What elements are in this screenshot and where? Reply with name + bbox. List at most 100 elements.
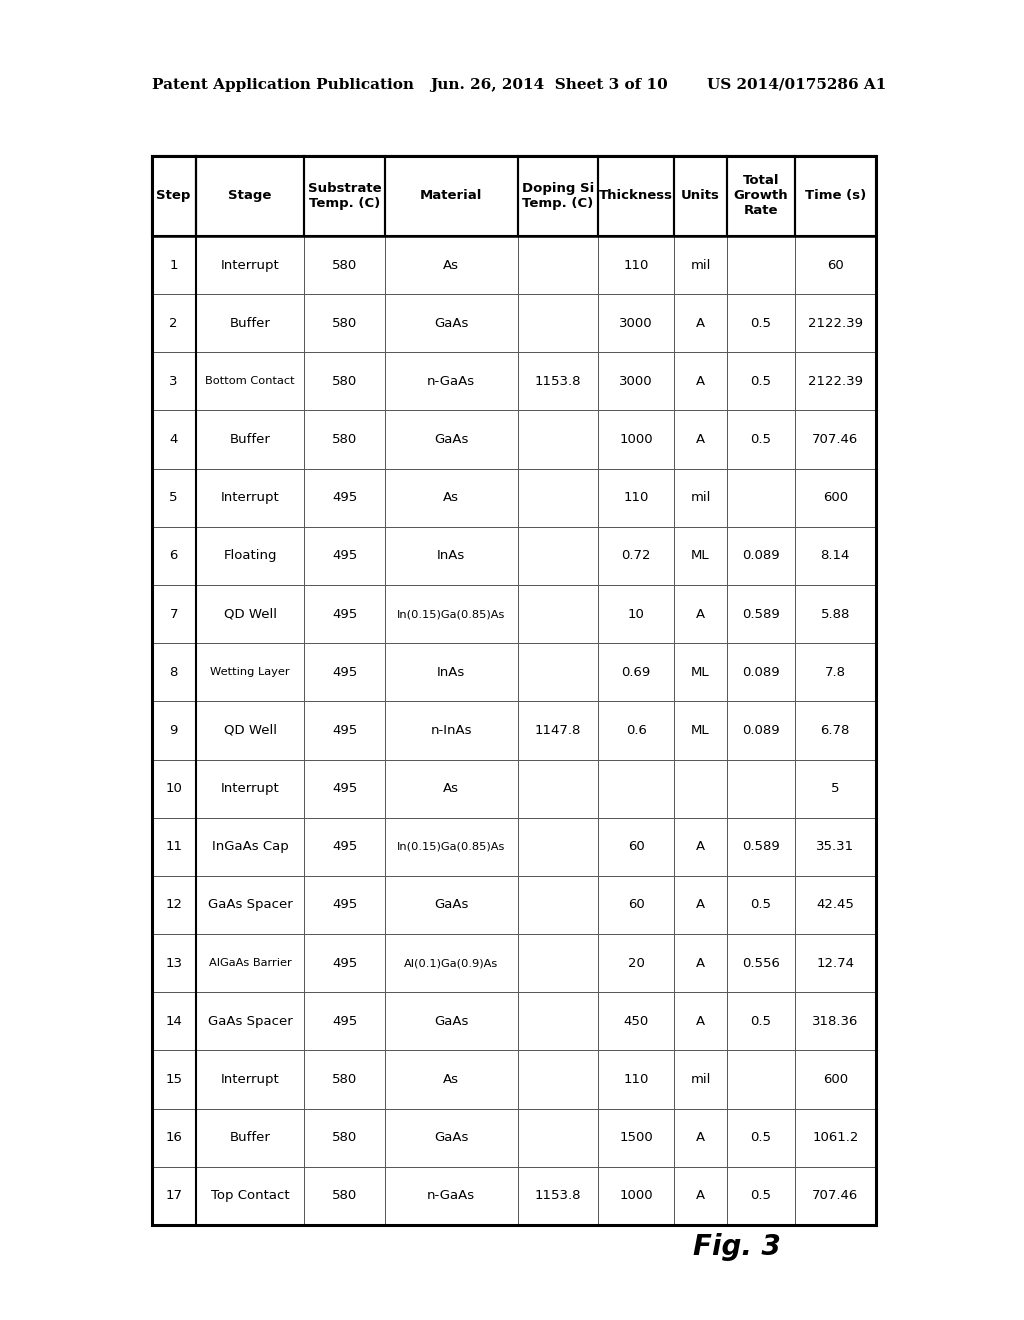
Bar xyxy=(152,643,196,701)
Bar xyxy=(385,236,517,294)
Text: A: A xyxy=(696,317,706,330)
Text: 60: 60 xyxy=(628,899,644,912)
Bar xyxy=(304,527,385,585)
Bar xyxy=(727,585,795,643)
Bar xyxy=(675,294,727,352)
Text: Buffer: Buffer xyxy=(229,1131,270,1144)
Bar xyxy=(727,701,795,759)
Text: A: A xyxy=(696,899,706,912)
Bar xyxy=(196,759,304,817)
Text: 495: 495 xyxy=(332,957,357,970)
Text: 0.089: 0.089 xyxy=(742,723,779,737)
Bar xyxy=(152,935,196,993)
Text: Interrupt: Interrupt xyxy=(221,491,280,504)
Bar xyxy=(727,527,795,585)
Text: 7: 7 xyxy=(169,607,178,620)
Bar xyxy=(304,236,385,294)
Text: Units: Units xyxy=(681,189,720,202)
Text: 495: 495 xyxy=(332,723,357,737)
Bar xyxy=(517,993,598,1051)
Text: 1147.8: 1147.8 xyxy=(535,723,581,737)
Text: 495: 495 xyxy=(332,607,357,620)
Text: As: As xyxy=(443,491,459,504)
Bar xyxy=(196,527,304,585)
Text: Wetting Layer: Wetting Layer xyxy=(210,668,290,677)
Bar xyxy=(795,817,876,876)
Bar xyxy=(517,294,598,352)
Text: Interrupt: Interrupt xyxy=(221,1073,280,1086)
Text: Al(0.1)Ga(0.9)As: Al(0.1)Ga(0.9)As xyxy=(404,958,499,968)
Bar xyxy=(675,236,727,294)
Text: 0.5: 0.5 xyxy=(751,317,771,330)
Text: 495: 495 xyxy=(332,549,357,562)
Bar xyxy=(598,469,675,527)
Bar xyxy=(517,701,598,759)
Bar xyxy=(517,352,598,411)
Text: 1153.8: 1153.8 xyxy=(535,375,581,388)
Text: n-InAs: n-InAs xyxy=(430,723,472,737)
Text: Doping Si
Temp. (C): Doping Si Temp. (C) xyxy=(521,182,594,210)
Bar xyxy=(795,352,876,411)
Bar xyxy=(675,156,727,236)
Text: 0.5: 0.5 xyxy=(751,1189,771,1203)
Bar xyxy=(385,817,517,876)
Bar xyxy=(675,352,727,411)
Text: ML: ML xyxy=(691,723,710,737)
Bar xyxy=(385,585,517,643)
Bar xyxy=(385,759,517,817)
Text: mil: mil xyxy=(690,1073,711,1086)
Text: 16: 16 xyxy=(165,1131,182,1144)
Text: 0.69: 0.69 xyxy=(622,665,651,678)
Bar xyxy=(196,156,304,236)
Text: 2122.39: 2122.39 xyxy=(808,317,863,330)
Text: 12.74: 12.74 xyxy=(816,957,854,970)
Text: 14: 14 xyxy=(165,1015,182,1028)
Bar xyxy=(517,1051,598,1109)
Bar xyxy=(517,643,598,701)
Text: 495: 495 xyxy=(332,783,357,795)
Bar xyxy=(304,643,385,701)
Bar xyxy=(795,759,876,817)
Bar xyxy=(727,1167,795,1225)
Bar xyxy=(598,585,675,643)
Text: Fig. 3: Fig. 3 xyxy=(693,1233,781,1262)
Text: 3000: 3000 xyxy=(620,375,653,388)
Bar xyxy=(152,585,196,643)
Text: 450: 450 xyxy=(624,1015,649,1028)
Text: 707.46: 707.46 xyxy=(812,1189,858,1203)
Bar xyxy=(385,643,517,701)
Bar xyxy=(196,236,304,294)
Text: 0.089: 0.089 xyxy=(742,665,779,678)
Bar xyxy=(727,236,795,294)
Text: A: A xyxy=(696,841,706,853)
Bar xyxy=(304,1051,385,1109)
Text: mil: mil xyxy=(690,259,711,272)
Bar xyxy=(304,817,385,876)
Bar xyxy=(675,701,727,759)
Bar xyxy=(385,352,517,411)
Bar xyxy=(196,876,304,935)
Text: 0.6: 0.6 xyxy=(626,723,646,737)
Bar xyxy=(517,469,598,527)
Text: 1153.8: 1153.8 xyxy=(535,1189,581,1203)
Bar xyxy=(795,701,876,759)
Bar xyxy=(385,156,517,236)
Bar xyxy=(152,236,196,294)
Text: 0.556: 0.556 xyxy=(742,957,780,970)
Text: 110: 110 xyxy=(624,491,649,504)
Bar xyxy=(517,236,598,294)
Text: Time (s): Time (s) xyxy=(805,189,866,202)
Text: 318.36: 318.36 xyxy=(812,1015,858,1028)
Text: GaAs: GaAs xyxy=(434,433,468,446)
Text: InAs: InAs xyxy=(437,549,465,562)
Bar xyxy=(304,1109,385,1167)
Text: 580: 580 xyxy=(332,433,357,446)
Text: In(0.15)Ga(0.85)As: In(0.15)Ga(0.85)As xyxy=(397,842,506,851)
Bar xyxy=(727,1051,795,1109)
Bar xyxy=(196,352,304,411)
Bar xyxy=(152,759,196,817)
Text: Substrate
Temp. (C): Substrate Temp. (C) xyxy=(308,182,381,210)
Bar xyxy=(675,469,727,527)
Bar xyxy=(152,1109,196,1167)
Text: 42.45: 42.45 xyxy=(816,899,854,912)
